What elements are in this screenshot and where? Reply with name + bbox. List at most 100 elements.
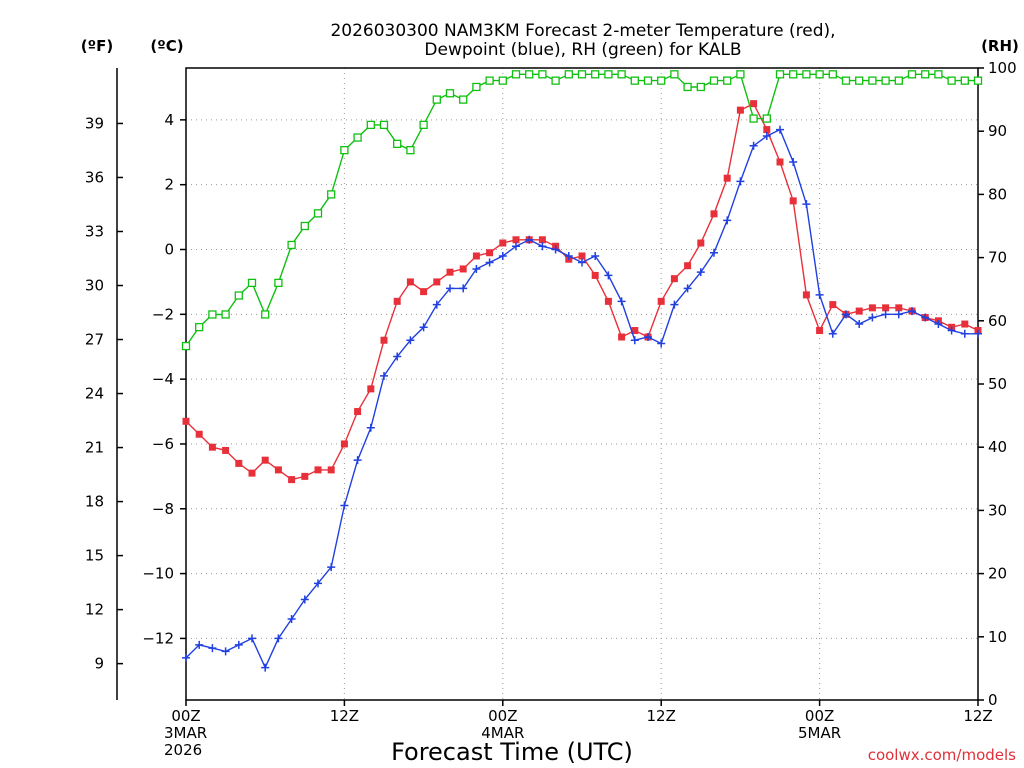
rh-point [393,139,402,148]
dewpoint-point [736,177,745,186]
fahrenheit-tick-label: 27 [85,331,104,349]
temperature-point [736,106,744,114]
temperature-point [420,288,428,296]
temperature-point [618,333,626,341]
rh-tick-label: 40 [988,438,1007,456]
dewpoint-point [261,663,270,672]
dewpoint-point [195,640,204,649]
dewpoint-point [762,132,771,141]
rh-point [181,341,191,351]
temperature-point [816,327,824,335]
rh-tick-label: 60 [988,312,1007,330]
tick-label-layer: 420−2−4−6−8−10−1239363330272421181512910… [85,59,1017,759]
rh-tick-label: 90 [988,122,1007,140]
series-filled-square [182,100,982,484]
dewpoint-point [327,563,336,572]
dewpoint-point [894,310,903,319]
chart-title-line1: 2026030300 NAM3KM Forecast 2-meter Tempe… [330,21,835,41]
rh-point [419,120,428,130]
dewpoint-point [842,310,850,319]
temperature-point [723,174,731,182]
fahrenheit-tick-label: 30 [85,277,104,295]
dewpoint-point [947,326,956,335]
celsius-tick-label: −6 [152,435,174,453]
rh-point [459,95,468,104]
x-tick-label: 12Z [963,707,992,725]
rh-point [221,310,230,319]
credit-link[interactable]: coolwx.com/models [868,746,1016,764]
dewpoint-point [604,271,613,280]
x-tick-label: 5MAR [798,724,841,742]
rh-point [855,76,864,85]
temperature-point [472,252,480,260]
dewpoint-point [934,320,943,329]
rh-point [815,70,824,79]
temperature-point [446,268,454,276]
dewpoint-point [498,251,507,260]
dewpoint-point [802,200,811,209]
rh-point [802,70,811,79]
x-tick-label: 12Z [330,707,359,725]
rh-point [709,76,719,85]
rh-tick-label: 50 [988,375,1007,393]
temperature-point [367,385,375,393]
dewpoint-point [314,579,322,588]
series-layer [181,70,983,672]
rh-point [736,70,745,79]
rh-point [973,76,983,85]
temperature-point [459,265,467,273]
dewpoint-point [538,242,547,251]
rh-point [643,76,653,85]
dewpoint-point [974,329,982,338]
temperature-point [763,126,771,134]
rh-point [630,76,639,85]
dewpoint-point [908,307,916,316]
rh-point [511,70,521,79]
temperature-point [591,271,599,279]
x-tick-label: 00Z [488,707,517,725]
fahrenheit-tick-label: 24 [85,385,104,403]
series-open-square [181,70,983,351]
rh-point [934,70,943,79]
fahrenheit-tick-label: 39 [85,114,104,132]
rh-point [828,70,837,79]
temperature-point [789,197,797,205]
temperature-point [750,100,758,108]
dewpoint-point [696,268,705,277]
rh-point [775,70,785,79]
temperature-point [961,320,969,328]
temperature-point [195,430,203,438]
temperature-point [868,304,876,312]
celsius-tick-label: −2 [152,305,174,323]
rh-point [841,76,851,85]
grid-layer [186,68,978,700]
rh-point [274,278,283,288]
rh-point [591,70,600,79]
dewpoint-point [789,157,798,166]
dewpoint-point [459,284,468,293]
dewpoint-point [776,125,784,134]
celsius-tick-label: 4 [164,111,174,129]
fahrenheit-tick-label: 33 [85,222,104,240]
rh-point [208,310,217,319]
dewpoint-point [644,333,652,342]
rh-point [868,76,877,85]
rh-point [762,114,771,123]
rh-point [881,76,890,85]
dewpoint-point [182,653,190,662]
rh-point [472,82,481,92]
dewpoint-point [815,290,824,299]
x-axis-title: Forecast Time (UTC) [391,738,633,766]
rh-point [577,70,587,79]
rh-point [379,120,389,130]
dewpoint-point [406,336,415,345]
celsius-tick-label: −4 [152,370,174,388]
temperature-point [895,304,903,312]
rh-point [604,70,613,79]
dewpoint-point [960,329,969,338]
dewpoint-point [683,284,692,293]
rh-point [617,70,626,79]
rh-tick-label: 70 [988,249,1007,267]
dewpoint-point [287,614,296,623]
fahrenheit-tick-label: 21 [85,439,104,457]
